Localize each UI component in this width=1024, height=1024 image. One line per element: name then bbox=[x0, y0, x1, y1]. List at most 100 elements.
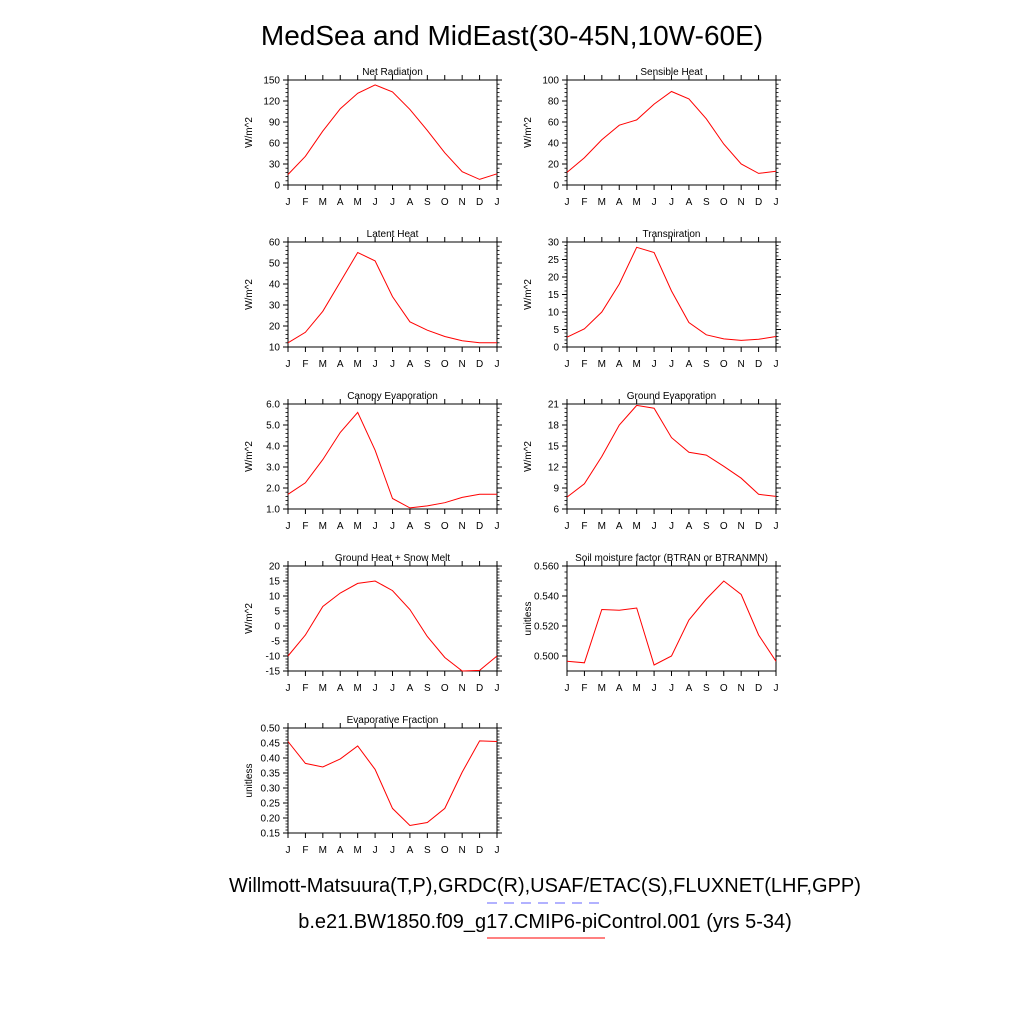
x-tick-label: J bbox=[373, 683, 378, 694]
x-tick-label: A bbox=[616, 359, 623, 370]
plot-frame bbox=[287, 727, 498, 834]
y-tick-label: 150 bbox=[263, 76, 280, 87]
y-axis-label: W/m^2 bbox=[244, 117, 255, 148]
x-tick-label: M bbox=[319, 845, 327, 856]
chart-panel: Soil moisture factor (BTRAN or BTRANMN) u… bbox=[523, 553, 781, 694]
x-tick-label: M bbox=[319, 197, 327, 208]
y-tick-label: 0.25 bbox=[261, 799, 281, 810]
x-tick-label: S bbox=[424, 683, 431, 694]
x-tick-label: J bbox=[495, 521, 500, 532]
x-tick-label: J bbox=[373, 197, 378, 208]
x-tick-label: D bbox=[476, 359, 483, 370]
y-tick-label: 30 bbox=[269, 301, 281, 312]
x-tick-label: J bbox=[373, 359, 378, 370]
x-tick-label: D bbox=[476, 197, 483, 208]
x-tick-label: O bbox=[720, 359, 728, 370]
y-tick-label: 80 bbox=[548, 97, 560, 108]
x-tick-label: N bbox=[738, 197, 745, 208]
series-line bbox=[566, 580, 777, 666]
x-tick-label: J bbox=[774, 521, 779, 532]
plot-frame bbox=[287, 241, 498, 348]
x-tick-label: J bbox=[390, 521, 395, 532]
series-line bbox=[566, 404, 777, 498]
y-tick-label: 0.560 bbox=[534, 562, 559, 573]
y-tick-label: 0.35 bbox=[261, 769, 281, 780]
x-tick-label: D bbox=[755, 521, 762, 532]
y-tick-label: 10 bbox=[548, 308, 560, 319]
y-axis-label: W/m^2 bbox=[523, 279, 534, 310]
x-tick-label: J bbox=[565, 521, 570, 532]
chart-panel: Ground Heat + Snow Melt W/m^2 -15 -10 -5 0 5 10… bbox=[244, 553, 502, 694]
x-tick-label: J bbox=[495, 683, 500, 694]
x-tick-label: D bbox=[755, 359, 762, 370]
x-tick-label: M bbox=[319, 521, 327, 532]
series-line bbox=[287, 740, 498, 827]
y-tick-label: 0.20 bbox=[261, 814, 281, 825]
x-tick-label: F bbox=[581, 359, 587, 370]
x-tick-label: A bbox=[686, 683, 693, 694]
x-tick-label: F bbox=[302, 359, 308, 370]
plot-frame bbox=[566, 241, 777, 348]
x-tick-label: A bbox=[686, 197, 693, 208]
y-axis-label: W/m^2 bbox=[523, 117, 534, 148]
x-tick-label: J bbox=[652, 359, 657, 370]
x-tick-label: D bbox=[476, 521, 483, 532]
x-tick-label: J bbox=[390, 845, 395, 856]
y-tick-label: -5 bbox=[271, 637, 280, 648]
panel-title: Transpiration bbox=[643, 229, 701, 240]
x-tick-label: F bbox=[302, 197, 308, 208]
series-line bbox=[287, 411, 497, 509]
y-axis-label: unitless bbox=[244, 764, 255, 798]
x-tick-label: J bbox=[286, 683, 291, 694]
y-tick-label: 20 bbox=[548, 160, 560, 171]
y-tick-label: 5.0 bbox=[266, 421, 280, 432]
y-axis-label: W/m^2 bbox=[523, 441, 534, 472]
x-tick-label: J bbox=[390, 359, 395, 370]
x-tick-label: J bbox=[774, 359, 779, 370]
y-tick-label: 0.40 bbox=[261, 754, 281, 765]
series-line bbox=[287, 580, 498, 672]
x-tick-label: D bbox=[755, 197, 762, 208]
x-tick-label: M bbox=[632, 197, 640, 208]
x-tick-label: M bbox=[632, 683, 640, 694]
y-tick-label: 30 bbox=[269, 160, 281, 171]
y-tick-label: 15 bbox=[269, 577, 281, 588]
panel-title: Ground Heat + Snow Melt bbox=[335, 553, 451, 564]
x-tick-label: J bbox=[652, 197, 657, 208]
panel-title: Canopy Evaporation bbox=[347, 391, 438, 402]
x-tick-label: F bbox=[302, 845, 308, 856]
x-tick-label: J bbox=[495, 359, 500, 370]
x-tick-label: S bbox=[703, 683, 710, 694]
x-tick-label: N bbox=[738, 521, 745, 532]
x-tick-label: N bbox=[738, 683, 745, 694]
y-tick-label: 6.0 bbox=[266, 400, 280, 411]
y-tick-label: 90 bbox=[269, 118, 281, 129]
y-axis-label: unitless bbox=[523, 602, 534, 636]
x-tick-label: J bbox=[373, 845, 378, 856]
x-tick-label: A bbox=[407, 197, 414, 208]
x-tick-label: S bbox=[703, 521, 710, 532]
panel-title: Soil moisture factor (BTRAN or BTRANMN) bbox=[575, 553, 768, 564]
x-tick-label: J bbox=[669, 197, 674, 208]
y-tick-label: 0 bbox=[553, 343, 559, 354]
y-tick-label: 50 bbox=[269, 259, 281, 270]
x-tick-label: J bbox=[286, 359, 291, 370]
y-tick-label: 120 bbox=[263, 97, 280, 108]
x-tick-label: D bbox=[476, 683, 483, 694]
x-tick-label: M bbox=[319, 683, 327, 694]
footer-model-label: b.e21.BW1850.f09_g17.CMIP6-piControl.001… bbox=[298, 911, 792, 933]
panel-title: Sensible Heat bbox=[640, 67, 702, 78]
y-tick-label: 15 bbox=[548, 442, 560, 453]
plot-frame bbox=[566, 79, 777, 186]
x-tick-label: O bbox=[441, 197, 449, 208]
y-tick-label: 20 bbox=[548, 273, 560, 284]
x-tick-label: J bbox=[652, 683, 657, 694]
y-tick-label: 0.50 bbox=[261, 724, 281, 735]
y-axis-label: W/m^2 bbox=[244, 279, 255, 310]
y-tick-label: 0.30 bbox=[261, 784, 281, 795]
x-tick-label: M bbox=[353, 197, 361, 208]
